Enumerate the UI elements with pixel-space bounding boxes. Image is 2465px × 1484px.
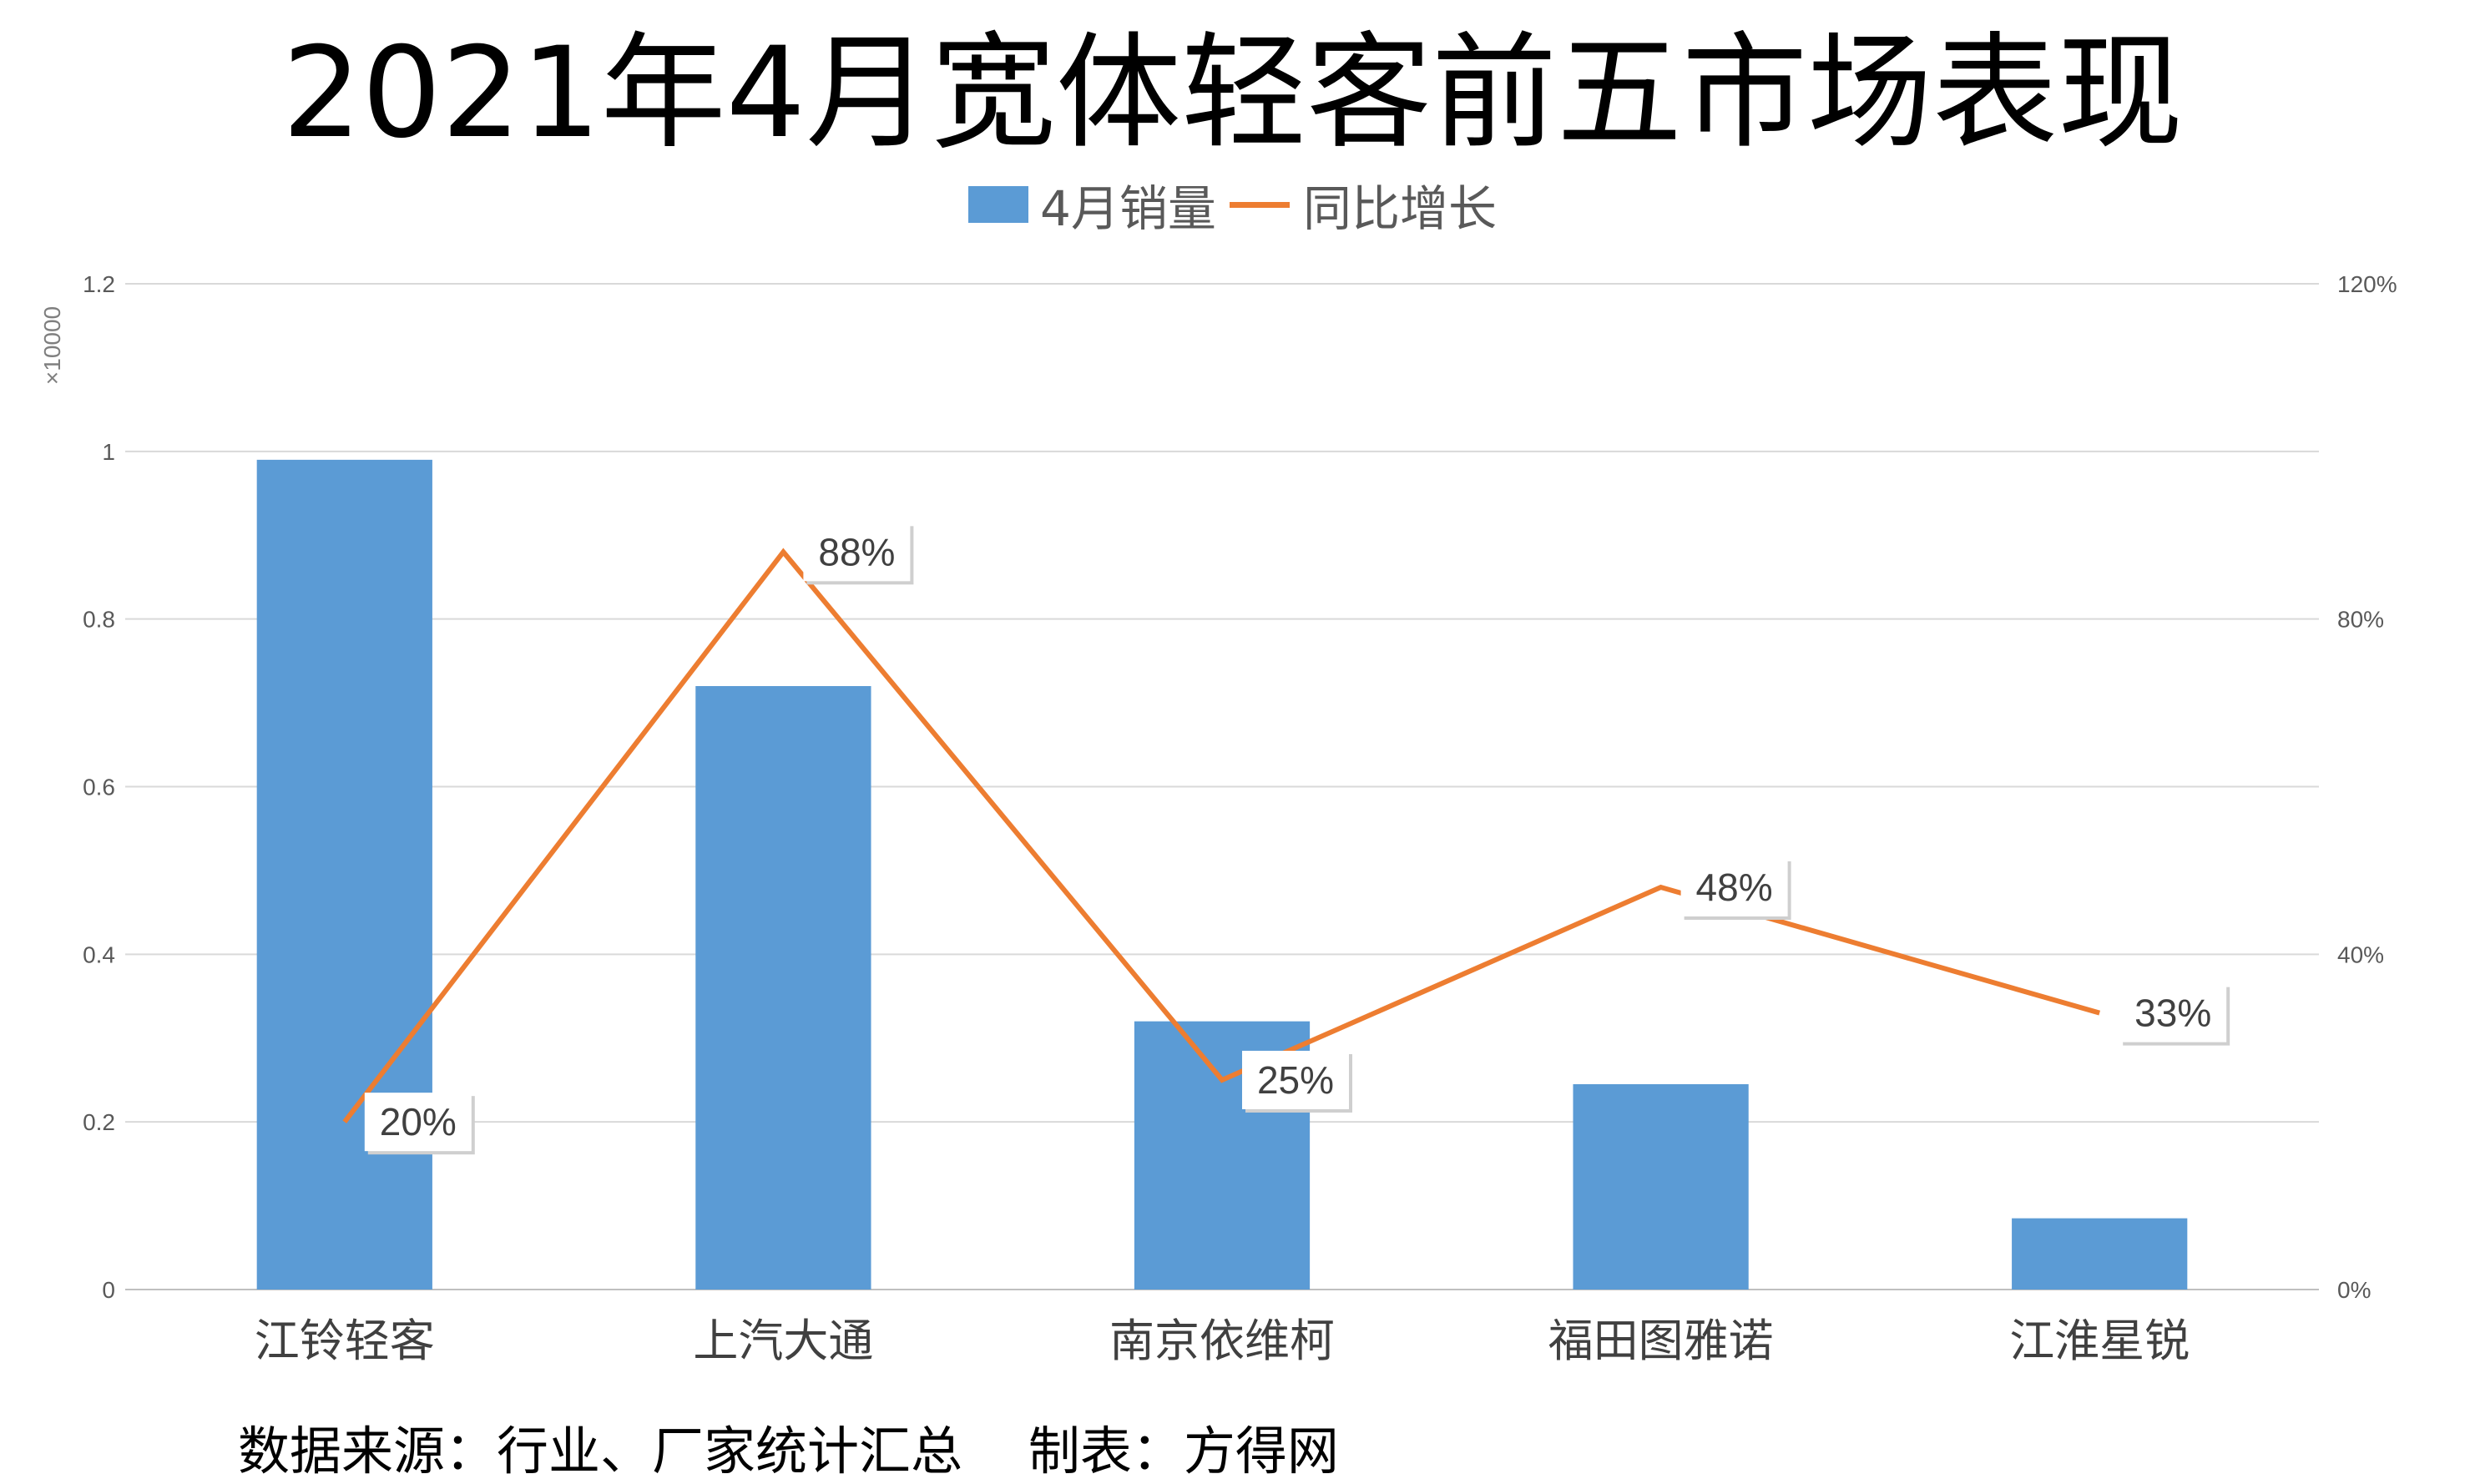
growth-data-label: 48%: [1680, 858, 1791, 920]
y-left-tick-label: 0.6: [83, 775, 115, 800]
y-left-tick-label: 0.8: [83, 607, 115, 633]
x-axis-categories: 江铃轻客 上汽大通 南京依维柯 福田图雅诺 江淮星锐: [255, 1315, 2190, 1367]
bar-1: [695, 686, 871, 1290]
source-note: 数据来源：行业、厂家统计汇总 制表：方得网: [238, 1421, 1339, 1481]
legend-item-sales: 4月销量: [968, 169, 1216, 240]
y-left-tick-label: 0.4: [83, 941, 115, 967]
category-label: 南京依维柯: [1109, 1315, 1335, 1367]
growth-label-text: 48%: [1696, 866, 1773, 909]
bar-3: [1573, 1083, 1749, 1290]
y-left-tick-label: 0: [102, 1277, 115, 1303]
growth-data-label: 88%: [803, 522, 914, 585]
legend-label-sales: 4月销量: [1040, 180, 1216, 237]
growth-label-text: 20%: [380, 1100, 457, 1143]
y-left-tick-label: 1: [102, 439, 115, 465]
label-box: [1680, 858, 1788, 916]
growth-line: [342, 548, 2101, 1123]
y-right-tick-label: 40%: [2337, 941, 2384, 967]
growth-data-label: 20%: [364, 1093, 475, 1155]
y-left-tick-label: 0.2: [83, 1109, 115, 1135]
category-label: 上汽大通: [693, 1315, 873, 1367]
bar-series: [256, 459, 2188, 1290]
y-axis-unit: ×10000: [39, 306, 65, 385]
data-labels: 20% 88% 25% 48% 33%: [364, 522, 2230, 1155]
y-axis-left: 0 0.2 0.4 0.6 0.8 1 1.2: [83, 271, 115, 1303]
bar-0: [256, 459, 432, 1290]
growth-label-text: 88%: [818, 530, 895, 573]
bar-4: [2012, 1218, 2188, 1290]
y-right-tick-label: 0%: [2337, 1277, 2371, 1303]
label-box: [2119, 983, 2227, 1042]
legend-swatch-growth: [1229, 201, 1290, 208]
label-box: [364, 1093, 472, 1152]
legend-item-growth: 同比增长: [1229, 169, 1497, 240]
category-label: 江铃轻客: [255, 1315, 435, 1367]
legend-label-growth: 同比增长: [1302, 180, 1497, 237]
growth-data-label: 25%: [1242, 1050, 1352, 1113]
y-right-tick-label: 80%: [2337, 607, 2384, 633]
growth-data-label: 33%: [2119, 983, 2230, 1046]
growth-label-text: 25%: [1257, 1058, 1334, 1102]
y-right-tick-label: 120%: [2337, 271, 2397, 297]
y-left-tick-label: 1.2: [83, 271, 115, 297]
legend-swatch-sales: [968, 186, 1029, 223]
chart-title: 2021年4月宽体轻客前五市场表现: [281, 21, 2184, 166]
line-series: [342, 548, 2101, 1123]
category-label: 福田图雅诺: [1548, 1315, 1774, 1367]
growth-label-text: 33%: [2134, 992, 2211, 1035]
chart-legend: 4月销量 同比增长: [0, 167, 2465, 242]
label-box: [1242, 1050, 1349, 1109]
category-label: 江淮星锐: [2009, 1315, 2190, 1367]
label-box: [803, 522, 911, 582]
y-axis-right: 0% 40% 80% 120%: [2337, 271, 2397, 1303]
